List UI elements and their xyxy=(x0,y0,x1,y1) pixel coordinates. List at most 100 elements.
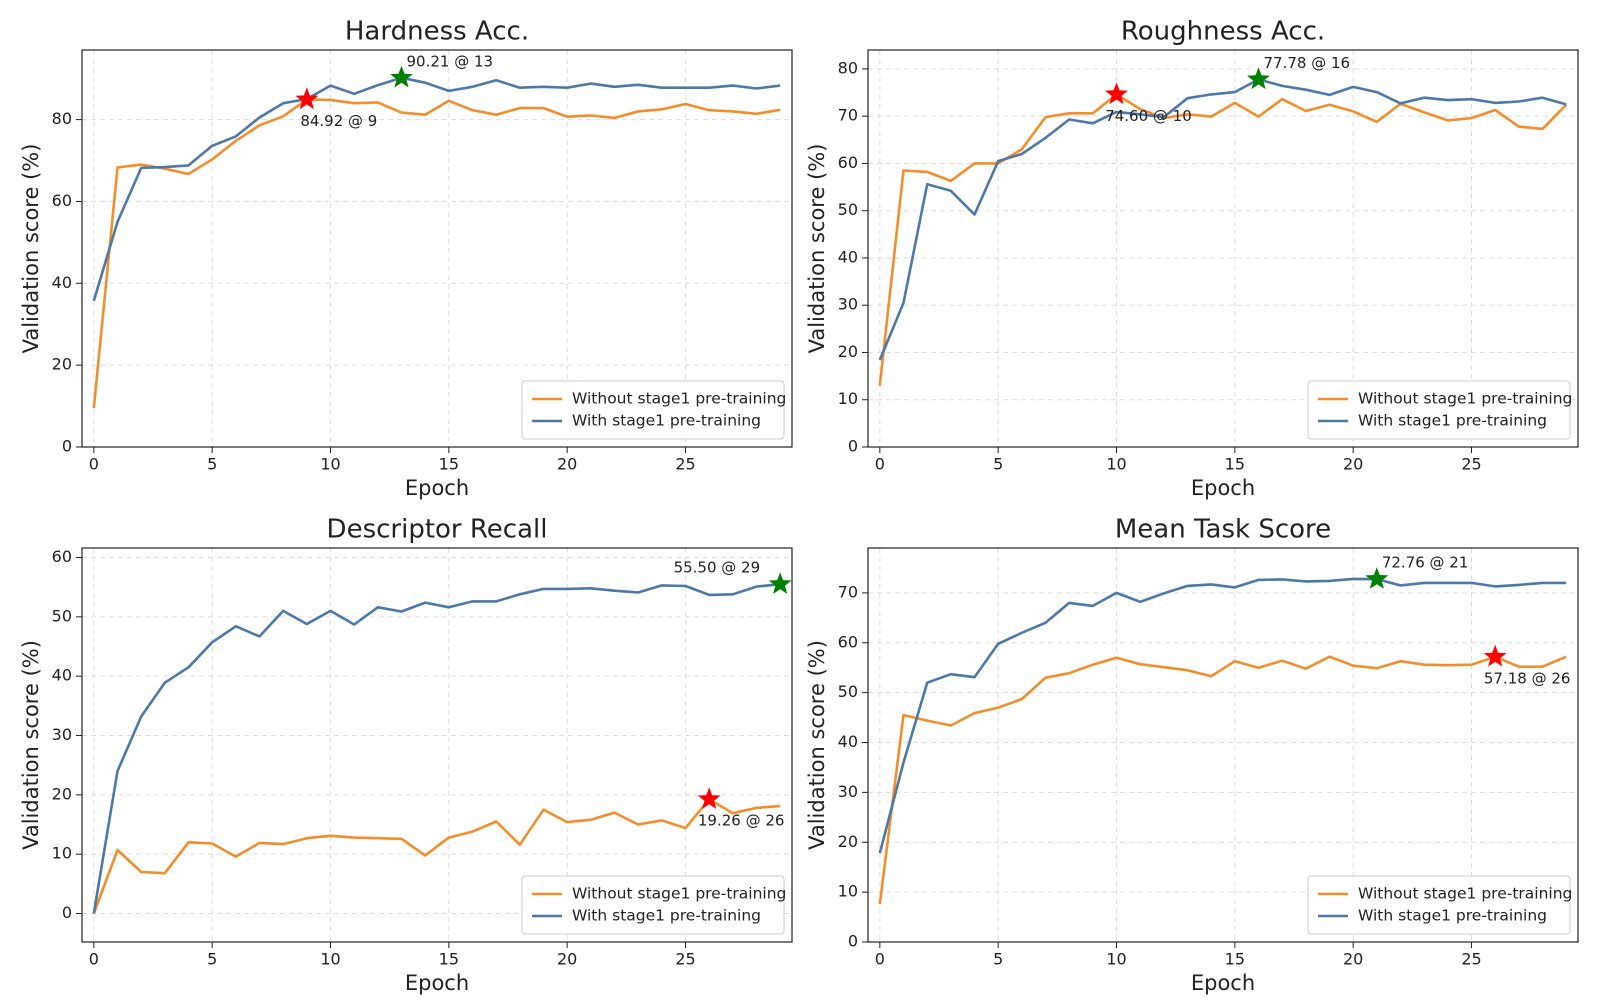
y-tick-label: 0 xyxy=(848,932,858,951)
best-marker xyxy=(768,572,792,594)
y-tick-label: 20 xyxy=(838,342,858,361)
chart-title: Mean Task Score xyxy=(1115,515,1331,545)
x-axis-label: Epoch xyxy=(1191,971,1255,995)
y-tick-label: 0 xyxy=(848,437,858,456)
subplot: 0 5 10 15 20 25 0 10 20 30 40 50 60 19.26 @ 26 55.50 @… xyxy=(19,515,793,995)
y-tick-label: 0 xyxy=(62,903,72,922)
best-marker xyxy=(1483,644,1507,667)
x-tick-label: 10 xyxy=(1106,950,1126,969)
y-tick-label: 40 xyxy=(52,273,72,292)
plot-frame xyxy=(81,49,793,448)
legend-label: With stage1 pre-training xyxy=(1358,907,1547,925)
y-tick-label: 30 xyxy=(838,782,858,801)
plot-frame xyxy=(867,547,1579,943)
y-tick-label: 40 xyxy=(838,247,858,266)
best-marker xyxy=(1365,567,1389,589)
best-marker xyxy=(1247,67,1270,90)
y-tick-label: 60 xyxy=(52,547,72,566)
x-tick-label: 25 xyxy=(1461,455,1481,474)
legend-box xyxy=(1307,875,1571,935)
annotation-label: 72.76 @ 21 xyxy=(1382,554,1469,572)
y-tick-label: 30 xyxy=(52,725,72,744)
y-tick-label: 20 xyxy=(52,355,72,374)
x-tick-label: 0 xyxy=(875,950,885,969)
y-axis-label: Validation score (%) xyxy=(805,144,829,354)
best-marker xyxy=(295,87,319,110)
x-axis-label: Epoch xyxy=(405,476,469,500)
y-tick-label: 60 xyxy=(838,632,858,651)
x-tick-label: 20 xyxy=(1343,950,1363,969)
legend: Without stage1 pre-training With stage1 p… xyxy=(1307,380,1572,440)
annotation-label: 55.50 @ 29 xyxy=(674,559,761,577)
x-tick-label: 10 xyxy=(320,455,340,474)
legend-label: Without stage1 pre-training xyxy=(1358,390,1572,408)
y-tick-label: 60 xyxy=(52,191,72,210)
x-tick-label: 15 xyxy=(439,950,459,969)
series-line xyxy=(878,93,1568,386)
subplot: 0 5 10 15 20 25 0 10 20 30 40 50 60 70 57.18 @ 26 72.76… xyxy=(805,515,1579,995)
series-line xyxy=(878,655,1567,905)
x-tick-label: 20 xyxy=(557,455,577,474)
y-tick-label: 20 xyxy=(838,832,858,851)
best-marker xyxy=(1105,82,1128,105)
subplot: 0 5 10 15 20 25 0 10 20 30 40 50 60 70 80 74.60 @ 10 77.… xyxy=(805,17,1579,500)
x-tick-label: 25 xyxy=(675,455,695,474)
x-tick-label: 5 xyxy=(207,950,217,969)
x-tick-label: 10 xyxy=(1106,455,1126,474)
series-line xyxy=(878,577,1567,854)
x-tick-label: 5 xyxy=(993,950,1003,969)
annotation-label: 84.92 @ 9 xyxy=(300,112,377,130)
y-tick-label: 10 xyxy=(52,844,72,863)
x-tick-label: 0 xyxy=(89,950,99,969)
legend: Without stage1 pre-training With stage1 p… xyxy=(1307,875,1572,935)
chart-title: Hardness Acc. xyxy=(345,17,529,47)
legend-label: Without stage1 pre-training xyxy=(572,885,786,903)
x-axis-label: Epoch xyxy=(405,971,469,995)
y-tick-label: 10 xyxy=(838,389,858,408)
annotation-label: 77.78 @ 16 xyxy=(1264,54,1351,72)
y-tick-label: 30 xyxy=(838,295,858,314)
plot-frame xyxy=(867,49,1579,448)
x-tick-label: 15 xyxy=(1225,950,1245,969)
subplot: 0 5 10 15 20 25 0 20 40 60 80 84.92 @ 9 90.21 @ 13 Ha… xyxy=(19,17,793,500)
x-tick-label: 25 xyxy=(675,950,695,969)
x-axis-label: Epoch xyxy=(1191,476,1255,500)
y-tick-label: 40 xyxy=(52,666,72,685)
y-tick-label: 50 xyxy=(838,200,858,219)
legend-box xyxy=(521,380,785,440)
legend-label: Without stage1 pre-training xyxy=(572,390,786,408)
x-tick-label: 10 xyxy=(320,950,340,969)
y-axis-label: Validation score (%) xyxy=(19,640,43,850)
chart-title: Roughness Acc. xyxy=(1121,17,1325,47)
legend-box xyxy=(1307,380,1571,440)
y-tick-label: 60 xyxy=(838,153,858,172)
y-tick-label: 40 xyxy=(838,732,858,751)
series-line xyxy=(92,797,781,914)
y-tick-label: 70 xyxy=(838,582,858,601)
best-marker xyxy=(390,65,413,88)
y-tick-label: 10 xyxy=(838,882,858,901)
series-line xyxy=(878,78,1567,361)
x-tick-label: 15 xyxy=(1225,455,1245,474)
x-tick-label: 5 xyxy=(993,455,1003,474)
x-tick-label: 20 xyxy=(557,950,577,969)
legend-label: With stage1 pre-training xyxy=(572,412,761,430)
x-tick-label: 15 xyxy=(439,455,459,474)
legend-box xyxy=(521,875,785,935)
annotation-label: 57.18 @ 26 xyxy=(1484,669,1571,687)
x-tick-label: 0 xyxy=(875,455,885,474)
y-tick-label: 50 xyxy=(52,606,72,625)
x-tick-label: 25 xyxy=(1461,950,1481,969)
chart-title: Descriptor Recall xyxy=(327,515,548,545)
y-axis-label: Validation score (%) xyxy=(805,640,829,850)
series-line xyxy=(92,76,781,302)
x-tick-label: 0 xyxy=(89,455,99,474)
x-tick-label: 5 xyxy=(207,455,217,474)
x-tick-label: 20 xyxy=(1343,455,1363,474)
legend-label: With stage1 pre-training xyxy=(572,907,761,925)
series-line xyxy=(92,98,781,409)
y-tick-label: 0 xyxy=(62,437,72,456)
plot-frame xyxy=(81,547,793,943)
